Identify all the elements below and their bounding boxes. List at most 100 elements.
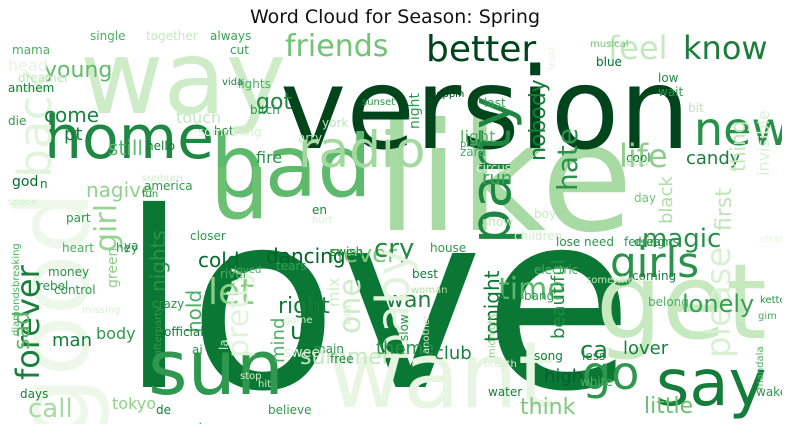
word-ya: ya [124,239,139,253]
word-thing: thing [726,120,750,172]
word-trust: trust [547,46,558,70]
word-first: first [712,188,737,231]
word-woman: woman [411,285,448,296]
word-fun: fun [142,189,159,200]
word-hello: hello [146,139,175,153]
word-always: always [210,30,252,43]
word-wait: wait [658,85,684,99]
word-together: together [146,30,198,43]
word-afterparty: afterparty [153,305,164,356]
word-heart: heart [62,241,94,255]
word-head: head [8,56,48,75]
word-sun: sun [148,323,284,412]
word-stop: stop [240,371,262,382]
word-candy: candy [686,148,741,169]
word-coming: coming [632,269,677,283]
word-feel: feel [608,30,668,67]
word-like: like [376,92,634,266]
word-main: main [314,342,344,356]
word-nobody: nobody [526,79,551,162]
word-hit: hit [258,379,272,390]
word-poppin: poppin [430,89,465,100]
word-water: water [488,385,523,399]
word-midnight: midnight [487,313,498,358]
word-hurt: hurt [312,215,333,226]
word-get: get [596,241,767,363]
word-boy: boy [534,207,557,221]
word-crazy: crazy [152,297,185,311]
word-think: think [520,395,576,420]
word-money: money [48,265,90,279]
word-space: space [8,197,38,208]
page-title: Word Cloud for Season: Spring [249,6,541,28]
word-better: better [426,30,537,70]
word-killa: killa [343,304,354,325]
word-love: love [120,160,634,424]
word-best: best [412,267,438,281]
word-call: call [28,394,73,424]
word-musical: musical [590,39,629,50]
word-tears: tears [276,259,307,273]
word-another: another [421,314,432,354]
word-believe: believe [268,403,312,417]
word-young: young [44,58,113,83]
word-ca: ca [580,336,608,364]
word-us: us [290,317,318,345]
word-hate: hate [551,128,584,192]
word-black: black [656,176,677,224]
word-ketto: ketto [760,295,782,306]
word-house: house [430,241,467,255]
word-new: new [694,102,782,156]
word-run: run [482,168,513,189]
word-de: de [156,403,171,417]
word-die: die [8,114,27,128]
word-let: let [208,272,255,313]
word-york: york [322,116,349,130]
word-wake: wake [756,385,782,399]
word-lose: lose [556,235,581,249]
word-invisible: invisible [754,110,773,177]
word-part: part [66,211,91,225]
word-something: something [198,125,262,139]
word-ai: ai [192,343,203,357]
word-closer: closer [190,229,226,243]
word-dreams: dreams [634,235,679,249]
word-version: version [280,45,691,175]
word-loved: loved [234,265,262,276]
word-mama: mama [12,43,51,57]
word-hey: hey [116,241,139,255]
word-u: u [210,132,270,241]
word-bang: bang [524,289,555,303]
word-fire: fire [256,148,283,167]
word-missing: missing [82,305,121,316]
word-night: night [407,92,423,129]
word-go: go [582,346,640,400]
word-god: god [12,174,39,190]
word-official: official [164,325,204,339]
word-girls: girls [610,238,700,287]
word-friends: friends [285,30,389,64]
word-lights: lights [238,77,271,91]
word-pt: pt [64,124,83,145]
word-stranger: stranger [760,234,782,245]
word-zara: zara [460,145,486,159]
word-america: america [144,179,193,193]
word-belong: belong [648,295,689,309]
word-game: game [284,315,313,326]
word-breath: breath [484,359,517,370]
word-body: body [96,324,136,343]
word-blue: blue [596,55,622,69]
word-mandala: mandala [755,346,766,390]
word-come: come [44,103,100,127]
word-river: river [220,267,248,281]
word-slow: slow [397,314,411,341]
word-know: know [683,30,768,67]
word-man: man [52,330,92,351]
word-summer: summer [300,345,391,370]
word-day: day [634,191,657,205]
word-time: time [498,272,566,307]
word-chance: chance [192,422,235,424]
word-electric: electric [534,263,579,277]
word-la: la [217,339,231,351]
word-club: club [434,343,472,364]
